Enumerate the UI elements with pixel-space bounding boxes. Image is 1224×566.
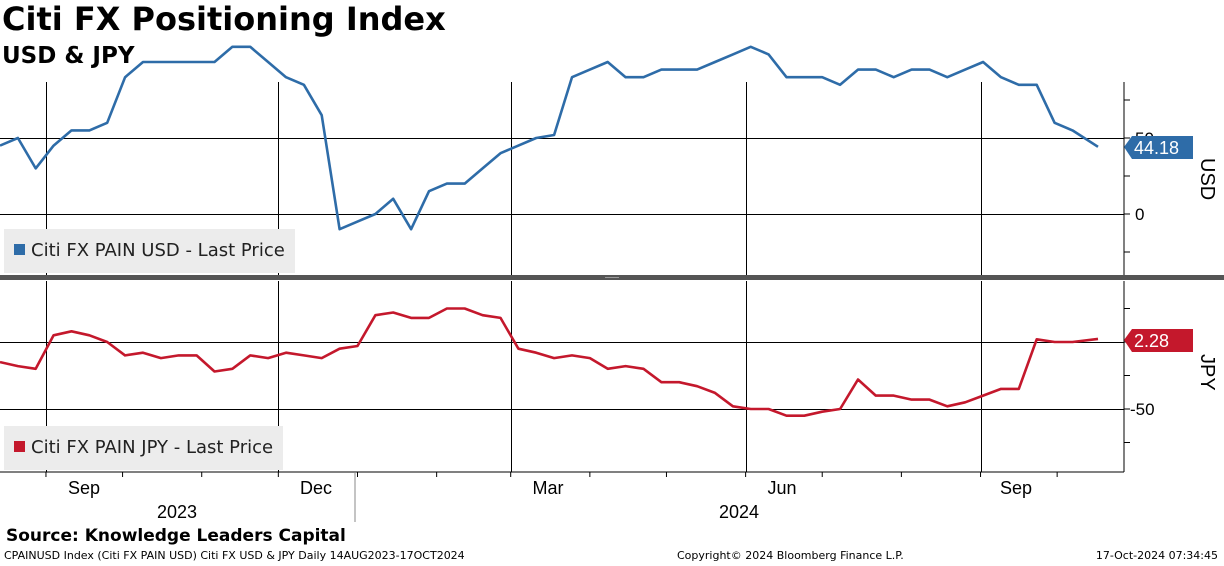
jpy-legend-swatch <box>14 441 25 452</box>
source-note: Source: Knowledge Leaders Capital <box>6 526 346 546</box>
chart-title: Citi FX Positioning Index <box>2 0 446 38</box>
jpy-legend[interactable]: Citi FX PAIN JPY - Last Price <box>4 426 284 470</box>
month-label-jun: Jun <box>767 478 796 498</box>
axis-ticks <box>45 99 1130 477</box>
month-label-sep-2024: Sep <box>1000 478 1032 498</box>
jpy-legend-label: Citi FX PAIN JPY - Last Price <box>31 437 274 458</box>
chart-subtitle: USD & JPY <box>2 43 135 69</box>
year-label-2024: 2024 <box>719 502 759 522</box>
month-label-dec: Dec <box>300 478 332 498</box>
usd-axis-label: USD <box>1196 158 1218 200</box>
usd-last-value-tag <box>1124 136 1193 159</box>
jpy-series-line <box>0 307 1099 418</box>
month-label-mar: Mar <box>533 478 564 498</box>
jpy-tick-label-minus50: -50 <box>1130 400 1155 419</box>
usd-legend-swatch <box>14 244 25 255</box>
year-label-2023: 2023 <box>157 502 197 522</box>
usd-legend-label: Citi FX PAIN USD - Last Price <box>31 240 285 261</box>
footer-timestamp: 17-Oct-2024 07:34:45 <box>1095 549 1218 562</box>
usd-last-value: 44.18 <box>1134 138 1179 158</box>
usd-series-line <box>0 45 1099 231</box>
month-label-sep-2023: Sep <box>68 478 100 498</box>
usd-tick-label-0: 0 <box>1135 205 1144 224</box>
footer-copyright: Copyright© 2024 Bloomberg Finance L.P. <box>677 549 904 562</box>
jpy-last-value: 2.28 <box>1134 331 1169 351</box>
usd-legend[interactable]: Citi FX PAIN USD - Last Price <box>4 229 295 273</box>
gridlines <box>0 82 1124 472</box>
jpy-last-value-tag <box>1124 329 1193 352</box>
jpy-axis-label: JPY <box>1196 354 1218 391</box>
footer-index-info: CPAINUSD Index (Citi FX PAIN USD) Citi F… <box>4 549 465 562</box>
